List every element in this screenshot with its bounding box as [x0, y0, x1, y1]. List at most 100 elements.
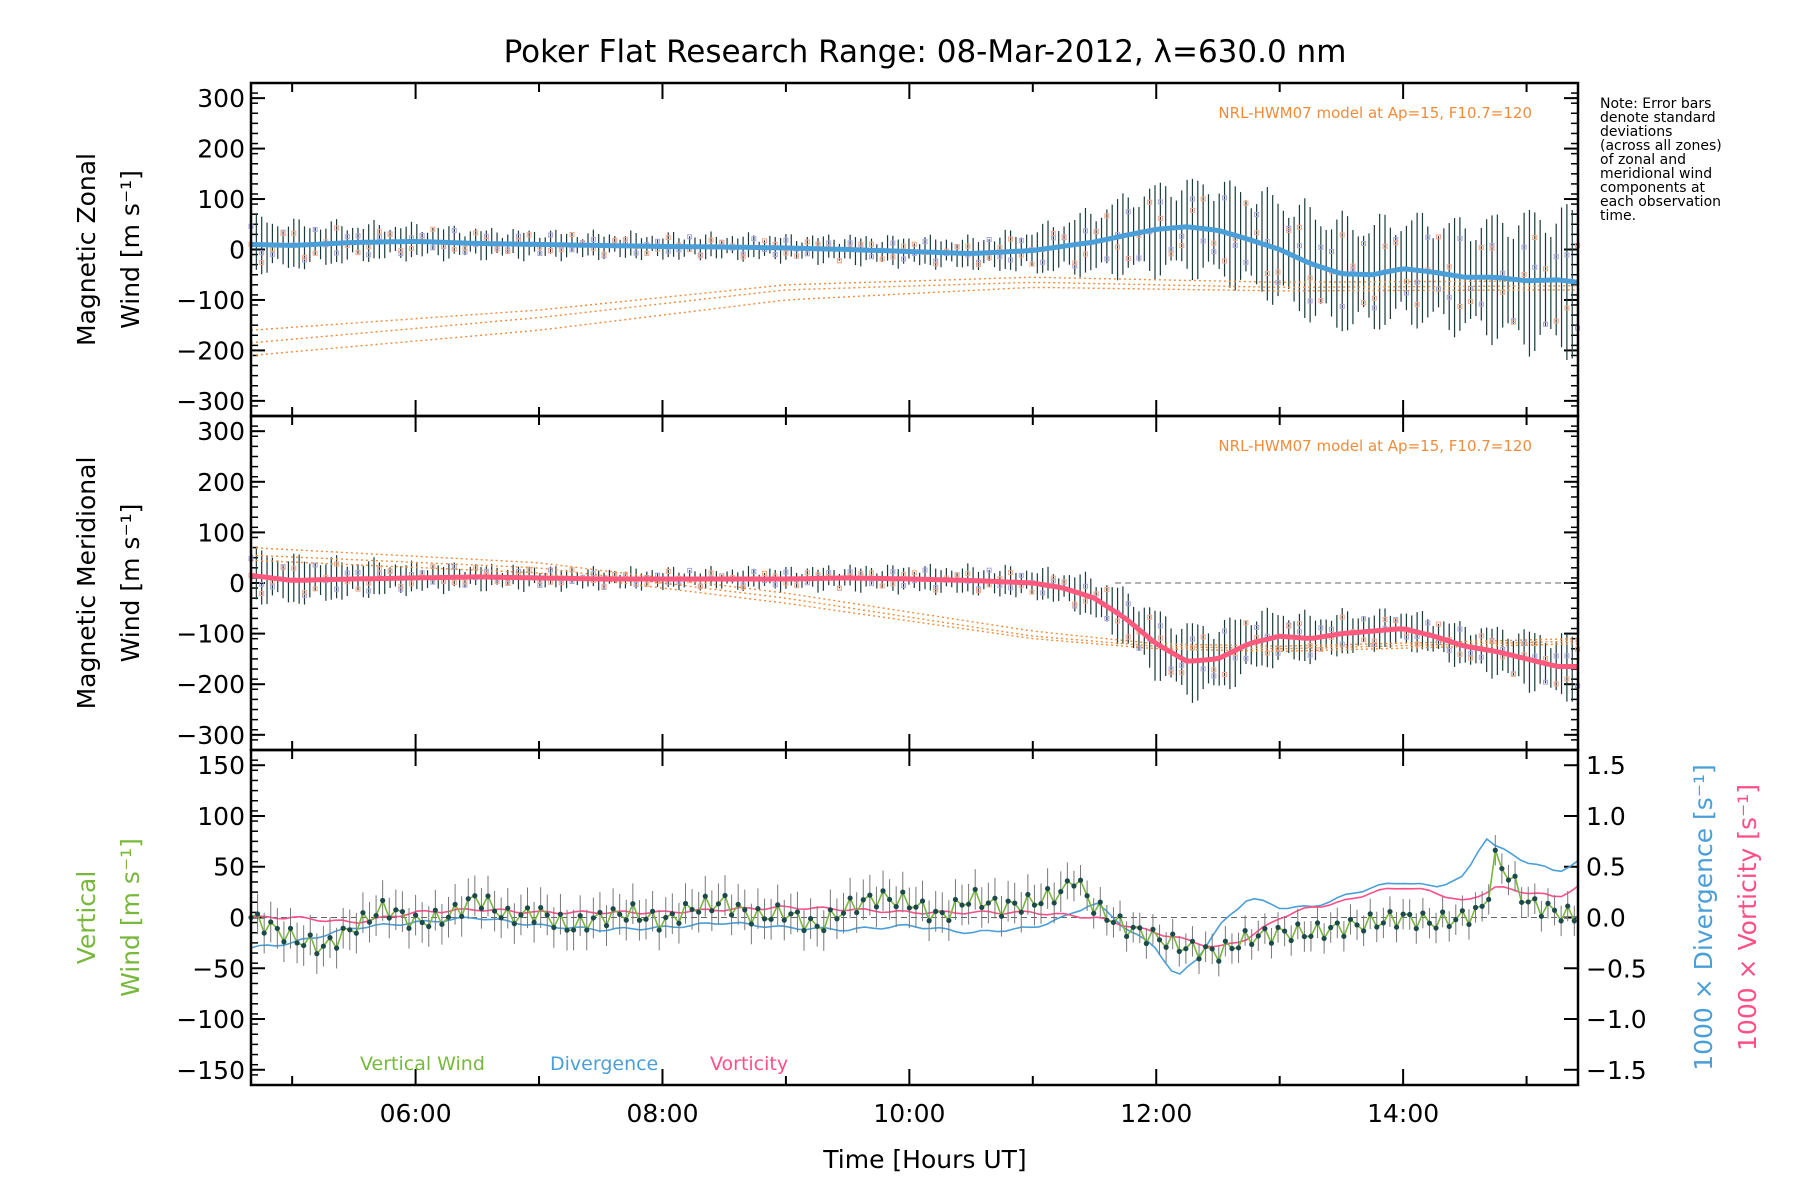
- vertical-wind-point: [1420, 910, 1426, 916]
- zone-point: [836, 258, 842, 264]
- zone-point: [1542, 321, 1548, 327]
- zone-point: [1029, 589, 1035, 595]
- vertical-wind-point: [1479, 903, 1485, 909]
- vertical-wind-point: [570, 927, 577, 933]
- zone-point: [537, 582, 543, 588]
- zone-point: [462, 582, 468, 588]
- legend-vertical-wind: Vertical Wind: [360, 1053, 485, 1075]
- zone-point: [794, 253, 800, 259]
- zone-point: [259, 250, 265, 256]
- vertical-wind-point: [1314, 920, 1321, 926]
- zone-point: [1179, 662, 1185, 668]
- vertical-wind-point: [1492, 847, 1498, 853]
- zone-point: [1393, 618, 1399, 624]
- zone-point: [419, 232, 425, 238]
- vertical-wind-point: [347, 927, 353, 933]
- zone-point: [1436, 234, 1442, 240]
- vertical-wind-point: [854, 909, 860, 916]
- vertical-wind-point: [873, 904, 880, 910]
- vertical-wind-point: [1031, 902, 1038, 908]
- vertical-wind-point: [1282, 928, 1288, 934]
- vertical-wind-point: [702, 893, 708, 899]
- zone-point: [869, 241, 875, 247]
- zone-point: [269, 584, 275, 590]
- vertical-wind-point: [952, 896, 959, 903]
- zone-point: [483, 568, 489, 574]
- zone-point: [1254, 212, 1260, 218]
- vertical-wind-point: [979, 904, 985, 911]
- zone-point: [1104, 213, 1110, 219]
- zone-point: [1521, 640, 1527, 646]
- vertical-wind-point: [1328, 924, 1334, 931]
- zone-point: [1189, 207, 1195, 213]
- zone-point: [1179, 670, 1185, 676]
- vertical-wind-point: [1551, 907, 1558, 913]
- vertical-wind-point: [1077, 877, 1084, 883]
- vertical-wind-point: [1097, 899, 1103, 905]
- vertical-wind-point: [1407, 911, 1413, 918]
- zone-point: [633, 250, 639, 256]
- zone-point: [869, 254, 875, 260]
- zone-point: [1564, 653, 1570, 659]
- y-tick-label: −50: [192, 954, 245, 983]
- note-line: components at: [1600, 180, 1706, 196]
- zone-point: [376, 229, 382, 235]
- vertical-wind-point: [966, 901, 972, 907]
- note-line: each observation: [1600, 194, 1721, 210]
- zone-point: [1200, 238, 1206, 244]
- vertical-wind-point: [472, 893, 478, 899]
- zone-point: [1468, 650, 1474, 656]
- vertical-wind-point: [676, 920, 682, 926]
- zone-point: [901, 256, 907, 262]
- zone-point: [376, 234, 382, 240]
- vertical-wind-point: [353, 930, 359, 936]
- zone-point: [334, 225, 340, 231]
- note-block: Note: Error bars denote standard deviati…: [1600, 96, 1722, 224]
- zone-point: [1008, 236, 1014, 242]
- zone-point: [633, 581, 639, 587]
- vertical-wind-point: [544, 912, 550, 918]
- vertical-wind-point: [880, 888, 886, 894]
- zone-point: [1211, 667, 1217, 673]
- y-tick-label: −200: [176, 336, 245, 365]
- vertical-wind-point: [1453, 917, 1459, 923]
- zone-point: [879, 256, 885, 262]
- y-tick-label: 0: [229, 904, 245, 933]
- zone-point: [366, 252, 372, 258]
- vertical-wind-point: [373, 912, 379, 919]
- legend: Vertical Wind Divergence Vorticity: [360, 1053, 788, 1075]
- zone-point: [665, 568, 671, 574]
- zone-point: [1532, 653, 1538, 659]
- vertical-wind-point: [663, 914, 669, 921]
- zone-point: [301, 254, 307, 260]
- vertical-wind-point: [419, 919, 425, 926]
- error-bars: [250, 546, 1579, 703]
- y2-axis-title-vorticity: 1000 × Vorticity [s⁻¹]: [1733, 784, 1762, 1051]
- zone-point: [1361, 616, 1367, 622]
- zone-point: [1211, 240, 1217, 246]
- vertical-wind-point: [1025, 891, 1031, 898]
- vertical-wind-point: [827, 907, 833, 913]
- zone-point: [1243, 259, 1249, 265]
- vertical-wind-point: [1374, 924, 1380, 930]
- zone-point: [644, 250, 650, 256]
- zone-point: [301, 257, 307, 263]
- vertical-wind-point: [709, 908, 715, 914]
- zone-point: [1082, 228, 1088, 234]
- zone-point: [751, 569, 757, 575]
- vertical-wind-point: [781, 917, 787, 923]
- zone-point: [965, 243, 971, 249]
- vertical-wind-point: [603, 923, 610, 929]
- zone-point: [1307, 298, 1313, 304]
- vertical-wind-point: [1525, 899, 1531, 905]
- vertical-wind-point: [1380, 920, 1386, 926]
- vertical-wind-point: [1334, 920, 1340, 926]
- zone-point: [740, 254, 746, 260]
- zone-point: [1179, 233, 1185, 239]
- zone-point: [558, 247, 564, 253]
- zone-point: [1564, 676, 1570, 682]
- vertical-wind-point: [1499, 865, 1505, 872]
- zone-point: [515, 233, 521, 239]
- vertical-wind-point: [1143, 940, 1149, 947]
- vertical-wind-point: [1005, 898, 1011, 904]
